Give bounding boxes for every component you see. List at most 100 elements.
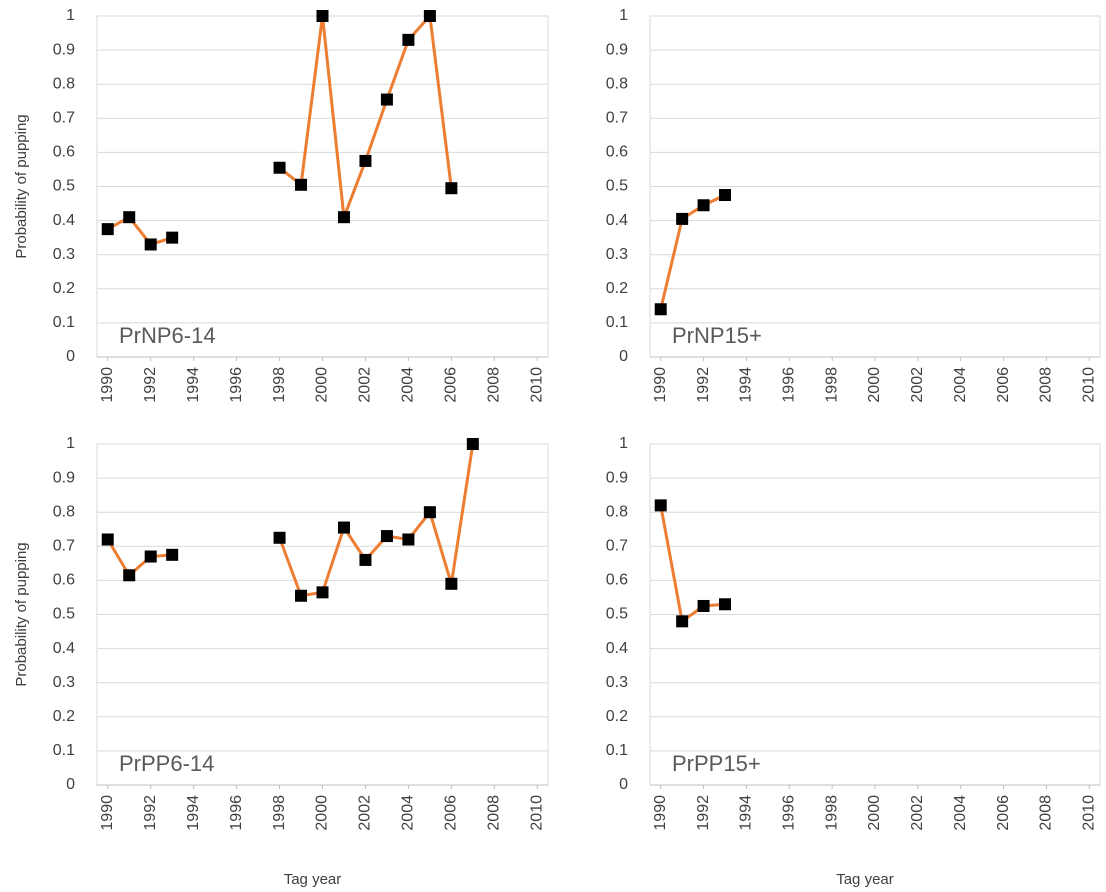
y-tick-label: 0.3 <box>53 246 75 263</box>
y-axis-label: Probability of pupping <box>13 114 30 258</box>
y-tick-label: 0.6 <box>606 144 628 161</box>
x-tick-label: 1998 <box>823 795 840 831</box>
data-marker <box>123 569 135 581</box>
y-tick-label: 0.4 <box>606 212 628 229</box>
y-tick-label: 0.2 <box>606 708 628 725</box>
x-tick-label: 2010 <box>1081 367 1098 403</box>
panel-label: PrNP15+ <box>672 323 762 348</box>
data-marker <box>295 179 307 191</box>
y-tick-label: 0.8 <box>53 503 75 520</box>
x-tick-label: 1994 <box>185 367 202 403</box>
x-tick-label: 2004 <box>400 795 417 831</box>
y-tick-label: 0.8 <box>606 75 628 92</box>
y-tick-label: 0.5 <box>606 178 628 195</box>
x-tick-label: 2002 <box>909 795 926 831</box>
data-line <box>661 195 725 309</box>
x-tick-label: 1994 <box>185 795 202 831</box>
y-tick-label: 0.4 <box>53 212 75 229</box>
x-tick-label: 2008 <box>1038 795 1055 831</box>
x-axis-label: Tag year <box>836 871 894 888</box>
x-tick-label: 2002 <box>357 795 374 831</box>
y-tick-label: 0.9 <box>606 469 628 486</box>
y-tick-label: 0.6 <box>53 144 75 161</box>
y-tick-label: 0.5 <box>606 606 628 623</box>
y-tick-label: 0.4 <box>606 640 628 657</box>
x-tick-label: 2004 <box>952 367 969 403</box>
panel-label: PrPP15+ <box>672 751 761 776</box>
data-marker <box>359 554 371 566</box>
data-marker <box>424 506 436 518</box>
data-marker <box>402 533 414 545</box>
x-tick-label: 1992 <box>142 367 159 403</box>
x-tick-label: 2004 <box>952 795 969 831</box>
data-marker <box>102 533 114 545</box>
data-marker <box>338 211 350 223</box>
data-line <box>108 217 172 244</box>
x-tick-label: 1990 <box>652 367 669 403</box>
x-tick-label: 2006 <box>995 367 1012 403</box>
x-tick-label: 1996 <box>781 367 798 403</box>
y-axis-label: Probability of pupping <box>13 542 30 686</box>
x-tick-label: 1998 <box>823 367 840 403</box>
data-marker <box>402 34 414 46</box>
y-tick-label: 0.2 <box>53 708 75 725</box>
data-marker <box>655 303 667 315</box>
x-tick-label: 1990 <box>99 367 116 403</box>
data-marker <box>698 600 710 612</box>
x-tick-label: 1998 <box>271 795 288 831</box>
data-line <box>661 505 725 621</box>
data-marker <box>317 10 329 22</box>
x-tick-label: 1996 <box>228 795 245 831</box>
y-tick-label: 0.5 <box>53 606 75 623</box>
y-tick-label: 0.1 <box>606 314 628 331</box>
x-tick-label: 1992 <box>695 367 712 403</box>
data-line <box>108 539 172 575</box>
y-tick-label: 0.9 <box>606 41 628 58</box>
y-tick-label: 0.8 <box>606 503 628 520</box>
x-tick-label: 1994 <box>738 795 755 831</box>
y-tick-label: 0.1 <box>53 314 75 331</box>
x-tick-label: 1990 <box>99 795 116 831</box>
data-marker <box>698 199 710 211</box>
x-tick-label: 2006 <box>995 795 1012 831</box>
data-marker <box>676 213 688 225</box>
x-tick-label: 2000 <box>866 795 883 831</box>
y-tick-label: 0.7 <box>53 110 75 127</box>
data-marker <box>359 155 371 167</box>
data-marker <box>381 94 393 106</box>
y-tick-label: 0.1 <box>606 742 628 759</box>
data-marker <box>166 232 178 244</box>
data-marker <box>467 438 479 450</box>
data-marker <box>424 10 436 22</box>
x-tick-label: 2008 <box>486 795 503 831</box>
panel-label: PrNP6-14 <box>119 323 216 348</box>
y-tick-label: 1 <box>66 435 75 452</box>
y-tick-label: 0.7 <box>53 538 75 555</box>
data-marker <box>655 499 667 511</box>
x-tick-label: 1996 <box>228 367 245 403</box>
y-tick-label: 0.5 <box>53 178 75 195</box>
y-tick-label: 0.9 <box>53 41 75 58</box>
y-tick-label: 0.3 <box>53 674 75 691</box>
x-tick-label: 2000 <box>866 367 883 403</box>
y-tick-label: 0.6 <box>606 572 628 589</box>
x-tick-label: 2000 <box>314 795 331 831</box>
x-tick-label: 1998 <box>271 367 288 403</box>
y-tick-label: 0.2 <box>53 280 75 297</box>
data-marker <box>274 532 286 544</box>
panel-label: PrPP6-14 <box>119 751 214 776</box>
data-marker <box>445 182 457 194</box>
x-tick-label: 1992 <box>695 795 712 831</box>
y-tick-label: 1 <box>619 7 628 24</box>
data-marker <box>166 549 178 561</box>
data-marker <box>102 223 114 235</box>
x-tick-label: 1994 <box>738 367 755 403</box>
y-tick-label: 0.4 <box>53 640 75 657</box>
y-tick-label: 1 <box>66 7 75 24</box>
x-tick-label: 2010 <box>1081 795 1098 831</box>
x-tick-label: 2010 <box>528 367 545 403</box>
data-marker <box>719 189 731 201</box>
y-tick-label: 0 <box>66 348 75 365</box>
y-tick-label: 0.7 <box>606 538 628 555</box>
